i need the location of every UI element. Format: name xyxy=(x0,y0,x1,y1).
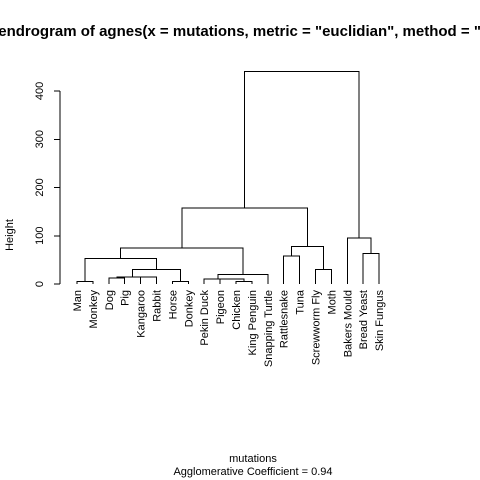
dendrogram-branch xyxy=(108,277,126,284)
y-tick-label: 0 xyxy=(34,281,46,287)
leaf-label: Screwworm Fly xyxy=(311,290,323,366)
leaf-label: Monkey xyxy=(88,290,100,329)
leaf-label: Donkey xyxy=(183,290,195,328)
dendrogram-branch xyxy=(203,278,233,284)
dendrogram-branch xyxy=(76,281,94,284)
leaf-label: Rattlesnake xyxy=(279,290,291,348)
leaf-label: Bakers Mould xyxy=(342,290,354,357)
y-tick-label: 300 xyxy=(34,130,46,148)
dendrogram-branch xyxy=(362,253,380,284)
dendrogram-branch xyxy=(181,207,309,248)
leaf-label: Tuna xyxy=(295,289,307,315)
leaf-label: King Penguin xyxy=(247,290,259,355)
leaf-labels: Man Monkey Dog Pig Kangaroo Rabbit Horse Donkey… xyxy=(72,289,386,367)
dendrogram-branch xyxy=(346,237,372,284)
leaf-label: Moth xyxy=(326,290,338,314)
dendrogram-branch xyxy=(140,276,157,284)
y-tick-label: 400 xyxy=(34,82,46,100)
dendrogram-branch xyxy=(116,276,149,279)
leaf-label: Kangaroo xyxy=(136,290,148,338)
leaf-label: Rabbit xyxy=(152,290,164,322)
leaf-label: Snapping Turtle xyxy=(263,290,275,367)
dendrogram-tree xyxy=(76,71,380,284)
leaf-label: Pekin Duck xyxy=(199,290,211,346)
leaf-label: Bread Yeast xyxy=(358,290,370,349)
leaf-label: Pigeon xyxy=(215,290,227,324)
dendrogram-branch xyxy=(315,269,332,284)
leaf-label: Horse xyxy=(167,290,179,319)
dendrogram-branch xyxy=(171,281,189,284)
leaf-label: Chicken xyxy=(231,290,243,330)
dendrogram-branch xyxy=(291,245,324,270)
leaf-label: Pig xyxy=(120,290,132,306)
leaf-label: Man xyxy=(72,290,84,311)
dendrogram-branch xyxy=(244,71,360,239)
leaf-label: Dog xyxy=(104,290,116,310)
dendrogram-branch xyxy=(283,255,301,284)
leaf-label: Skin Fungus xyxy=(374,290,386,352)
y-tick-label: 100 xyxy=(34,227,46,245)
dendrogram-branch xyxy=(235,281,253,284)
chart-title: Dendrogram of agnes(x = mutations, metri… xyxy=(0,23,480,40)
x-axis-label: mutations xyxy=(229,453,277,465)
dendrogram-branch xyxy=(120,247,244,275)
y-axis-label: Height xyxy=(4,219,16,251)
y-tick-label: 200 xyxy=(34,178,46,196)
agglomerative-coefficient: Agglomerative Coefficient = 0.94 xyxy=(173,466,332,478)
y-axis: 0 100 200 300 400 xyxy=(34,82,61,287)
